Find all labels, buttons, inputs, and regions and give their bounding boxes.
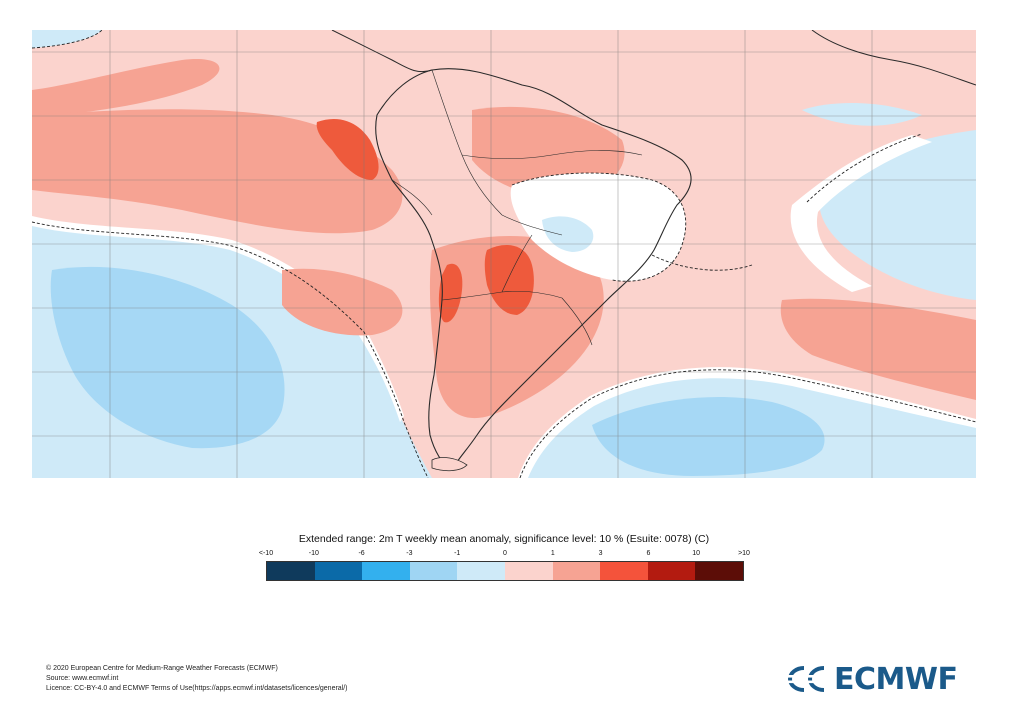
warm-band-south-atlantic [780, 298, 976, 400]
legend-swatch [552, 562, 601, 580]
legend-swatch [409, 562, 458, 580]
significance-contours [32, 30, 976, 478]
legend-tick-label: 3 [598, 550, 603, 557]
legend-swatch [267, 562, 315, 580]
legend-swatch [600, 562, 648, 580]
legend-tick-label: -3 [406, 550, 413, 557]
legend-tick-label: 0 [503, 550, 507, 557]
lat-lon-grid [32, 30, 976, 478]
warm-band-central-pacific [32, 109, 403, 234]
colorbar-legend: Extended range: 2m T weekly mean anomaly… [230, 533, 778, 581]
white-band-east-atlantic [790, 135, 932, 292]
legend-tick-label: 10 [692, 550, 701, 557]
warm-strong-paraguay [484, 245, 534, 315]
neutral-region-brazil [510, 173, 686, 282]
legend-tick-label: >10 [738, 550, 750, 557]
ecmwf-logo-text: ECMWF [834, 661, 958, 697]
legend-swatch [695, 562, 743, 580]
cold-core-south-atlantic [592, 396, 825, 476]
legend-tick-label: 6 [646, 550, 651, 557]
legend-tick-label: 1 [550, 550, 555, 557]
footer: © 2020 European Centre for Medium-Range … [46, 664, 348, 694]
legend-swatch [647, 562, 696, 580]
legend-tick-label: -10 [308, 550, 319, 557]
africa-coastline [811, 30, 976, 86]
legend-colorbar [266, 561, 744, 581]
legend-swatch [362, 562, 410, 580]
cold-region-north-atlantic [802, 103, 922, 126]
anomaly-map [32, 30, 976, 478]
footer-licence: Licence: CC-BY-4.0 and ECMWF Terms of Us… [46, 685, 348, 692]
warm-region-south-central [429, 235, 604, 419]
legend-tick-label: -6 [358, 550, 365, 557]
legend-ticks: <-10 -10 -6 -3 -1 0 1 3 6 10 >10 [230, 550, 778, 562]
tierra-del-fuego [431, 457, 468, 472]
cold-region-top-left [32, 30, 102, 48]
warm-strong-peru-coast [316, 119, 379, 180]
footer-source: Source: www.ecmwf.int [46, 675, 119, 682]
legend-tick-label: -1 [454, 550, 461, 557]
central-america-coastline [331, 30, 433, 73]
cold-patch-brazil [542, 216, 594, 252]
ecmwf-logo-icon [787, 666, 826, 692]
white-band-south-atlantic [518, 367, 976, 478]
cold-core-south-pacific [50, 266, 285, 449]
warm-band-north-pacific [32, 59, 220, 118]
legend-swatch [504, 562, 553, 580]
legend-swatch [314, 562, 363, 580]
legend-tick-label: <-10 [258, 550, 274, 557]
footer-copyright: © 2020 European Centre for Medium-Range … [46, 665, 278, 672]
anomaly-map-svg [32, 30, 976, 478]
ecmwf-logo: ECMWF [786, 661, 958, 697]
legend-title: Extended range: 2m T weekly mean anomaly… [298, 533, 710, 545]
warm-band-subtropical-pacific [282, 268, 403, 336]
south-america-coastline [375, 68, 692, 471]
legend-swatch [457, 562, 505, 580]
country-borders [391, 69, 643, 346]
